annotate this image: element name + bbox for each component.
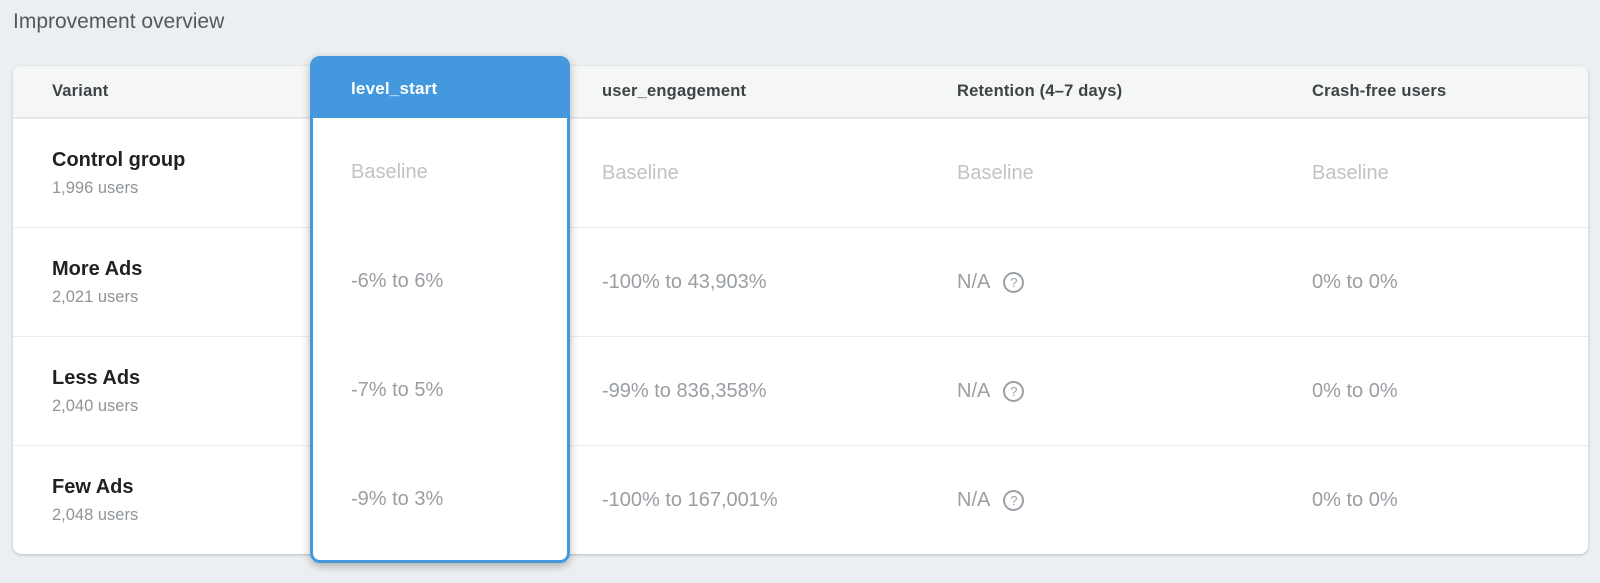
level-start-value-control-group: Baseline [351,161,428,183]
variant-cell: Control group 1,996 users [13,119,310,227]
user-engagement-value: -100% to 167,001% [602,488,778,511]
table-row-less-ads: Less Ads 2,040 users -99% to 836,358% N/… [13,336,1588,445]
crash-free-value: 0% to 0% [1312,270,1398,293]
page-title: Improvement overview [13,10,225,33]
retention-value-text: N/A [957,488,991,511]
help-icon[interactable]: ? [1003,380,1025,402]
variant-user-count: 2,040 users [52,396,139,415]
crash-free-value: 0% to 0% [1312,379,1398,402]
retention-value: N/A ? [925,446,1280,554]
variant-user-count: 1,996 users [52,178,139,197]
user-engagement-value: -100% to 43,903% [602,270,767,293]
table-row-more-ads: More Ads 2,021 users -100% to 43,903% N/… [13,227,1588,336]
retention-value: N/A ? [925,228,1280,336]
variant-cell: Few Ads 2,048 users [13,446,310,554]
user-engagement-value: -99% to 836,358% [602,379,767,402]
user-engagement-value: Baseline [602,161,679,184]
variant-cell: More Ads 2,021 users [13,228,310,336]
table-row-control-group: Control group 1,996 users Baseline Basel… [13,118,1588,227]
retention-value: N/A ? [925,337,1280,445]
help-icon[interactable]: ? [1003,271,1025,293]
column-header-level-start[interactable]: level_start [313,59,567,118]
variant-user-count: 2,048 users [52,505,139,524]
variant-name: Few Ads [52,475,134,498]
column-header-retention[interactable]: Retention (4–7 days) [957,82,1123,100]
variant-name: Less Ads [52,366,141,389]
level-start-value-less-ads: -7% to 5% [351,379,444,401]
column-header-variant: Variant [52,82,109,100]
column-header-crash-free[interactable]: Crash-free users [1312,82,1447,100]
retention-value-text: N/A [957,270,991,293]
variant-name: Control group [52,148,186,171]
column-header-user-engagement[interactable]: user_engagement [602,82,747,100]
table-row-few-ads: Few Ads 2,048 users -100% to 167,001% N/… [13,445,1588,554]
selected-metric-column-card[interactable]: level_start Baseline -6% to 6% -7% to 5%… [310,56,570,563]
retention-value: Baseline [957,161,1034,184]
improvement-overview-table: Variant user_engagement Retention (4–7 d… [13,66,1588,554]
table-header-row: Variant user_engagement Retention (4–7 d… [13,66,1588,118]
crash-free-value: 0% to 0% [1312,488,1398,511]
variant-user-count: 2,021 users [52,287,139,306]
variant-cell: Less Ads 2,040 users [13,337,310,445]
variant-name: More Ads [52,257,143,280]
help-icon[interactable]: ? [1003,489,1025,511]
level-start-value-few-ads: -9% to 3% [351,488,444,510]
crash-free-value: Baseline [1312,161,1389,184]
retention-value-text: N/A [957,379,991,402]
level-start-value-more-ads: -6% to 6% [351,270,444,292]
